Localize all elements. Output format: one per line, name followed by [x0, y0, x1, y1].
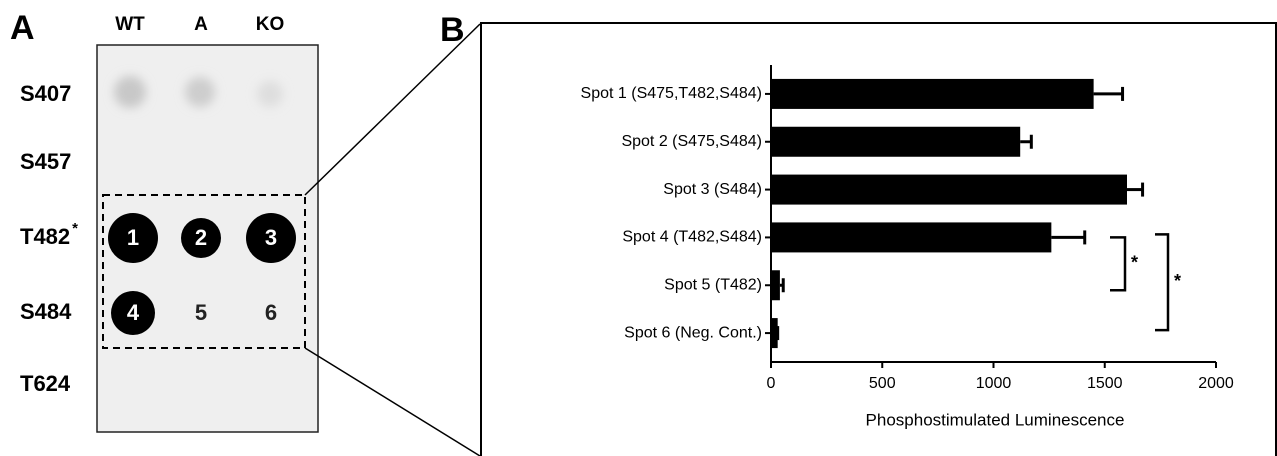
error-bar	[1020, 135, 1031, 149]
bar	[771, 175, 1127, 205]
panel-label: B	[440, 11, 465, 49]
row-label: S457	[20, 149, 71, 174]
y-tick-label: Spot 6 (Neg. Cont.)	[624, 324, 762, 341]
spot-label: 6	[265, 300, 277, 325]
faint-spot	[257, 81, 283, 107]
significance-mark: *	[1131, 253, 1138, 273]
x-tick-label: 1000	[976, 375, 1012, 392]
error-bar	[780, 278, 783, 292]
spot-label: 5	[195, 300, 207, 325]
panel-label: A	[10, 9, 35, 47]
error-bar	[1051, 230, 1084, 244]
bar	[771, 270, 780, 300]
row-label: T624	[20, 371, 71, 396]
significance-bracket	[1155, 234, 1168, 330]
y-tick-label: Spot 4 (T482,S484)	[622, 229, 762, 246]
y-tick-label: Spot 5 (T482)	[664, 276, 762, 293]
x-tick-label: 500	[869, 375, 896, 392]
bar	[771, 79, 1094, 109]
significance-bracket	[1110, 237, 1125, 290]
column-label: A	[194, 14, 208, 35]
spot-label: 4	[127, 300, 140, 325]
faint-spot	[114, 76, 146, 108]
significance-mark: *	[1174, 271, 1181, 291]
y-tick-label: Spot 3 (S484)	[663, 181, 762, 198]
row-label: S484	[20, 299, 72, 324]
spot-label: 2	[195, 225, 207, 250]
x-tick-label: 2000	[1198, 375, 1234, 392]
bar	[771, 127, 1020, 157]
error-bar	[1094, 87, 1123, 101]
column-label: KO	[256, 14, 285, 35]
faint-spot	[185, 77, 215, 107]
error-bar	[1127, 183, 1143, 197]
figure: A B Phosphostimulated Luminescence WT A KO…	[0, 0, 1277, 456]
y-tick-label: Spot 1 (S475,T482,S484)	[581, 85, 762, 102]
bar	[771, 222, 1051, 252]
x-tick-label: 1500	[1087, 375, 1123, 392]
spot-label: 3	[265, 225, 277, 250]
spot-label: 1	[127, 225, 139, 250]
zoom-line	[305, 24, 480, 195]
row-label: S407	[20, 81, 71, 106]
x-axis-label: Phosphostimulated Luminescence	[866, 410, 1125, 429]
column-label: WT	[115, 14, 145, 35]
x-tick-label: 0	[767, 375, 776, 392]
y-tick-label: Spot 2 (S475,S484)	[621, 133, 762, 150]
zoom-line	[305, 348, 480, 456]
row-mark: *	[72, 220, 78, 237]
row-label: T482	[20, 224, 70, 249]
